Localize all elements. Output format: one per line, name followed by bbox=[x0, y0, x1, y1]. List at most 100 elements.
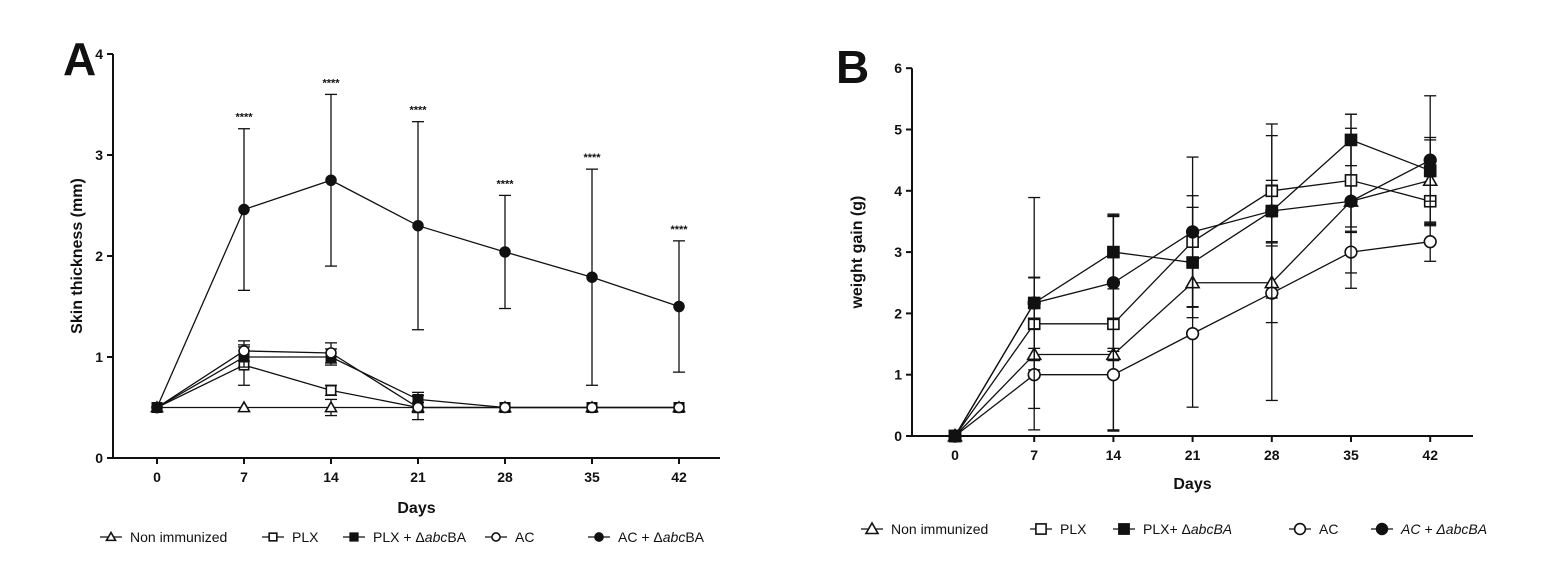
legend-text: Non immunized bbox=[130, 529, 227, 545]
chart-panel-B: B 0 1 2 3 4 5 6 0 7 14 21 28 35 42 Days weight gain (g) N… bbox=[836, 41, 1487, 537]
legend-item: PLX + ΔabcBA bbox=[343, 529, 467, 545]
x-tick-label: 35 bbox=[1343, 447, 1359, 463]
triangle-marker bbox=[864, 521, 880, 535]
legend-item: AC + ΔabcBA bbox=[588, 529, 705, 545]
panel-label: B bbox=[836, 41, 869, 93]
circle-marker bbox=[948, 429, 962, 443]
legend-text: PLX bbox=[1060, 521, 1087, 537]
y-tick-label: 6 bbox=[894, 60, 902, 76]
circle-marker bbox=[151, 401, 163, 414]
square-marker bbox=[1035, 523, 1047, 535]
circle-marker bbox=[499, 401, 511, 414]
x-tick-label: 7 bbox=[1030, 447, 1038, 463]
triangle-marker bbox=[324, 400, 338, 413]
x-tick-label: 7 bbox=[240, 469, 248, 485]
circle-marker bbox=[594, 532, 604, 542]
legend-item: PLX bbox=[262, 529, 319, 545]
y-tick-label: 1 bbox=[95, 349, 103, 365]
legend-item: Non immunized bbox=[100, 529, 227, 545]
square-marker bbox=[268, 532, 278, 542]
chart-panel-A: A 0 1 2 3 4 0 7 14 21 28 35 42 Days Skin thickness (mm… bbox=[63, 33, 720, 545]
legend-text: BA bbox=[685, 529, 704, 545]
legend-text: AC + Δ bbox=[618, 529, 663, 545]
panel-label: A bbox=[63, 33, 96, 85]
x-tick-label: 0 bbox=[951, 447, 959, 463]
x-tick-label: 28 bbox=[497, 469, 513, 485]
legend-item: AC + ΔabcBA bbox=[1371, 521, 1487, 537]
circle-marker bbox=[412, 401, 424, 414]
legend-text: AC bbox=[1319, 521, 1338, 537]
legend-label: AC + ΔabcBA bbox=[618, 529, 705, 545]
legend-label: PLX + ΔabcBA bbox=[373, 529, 467, 545]
x-tick-label: 14 bbox=[1106, 447, 1122, 463]
legend-text: PLX+ Δ bbox=[1143, 521, 1191, 537]
circle-marker bbox=[1106, 368, 1121, 382]
x-axis-label: Days bbox=[1173, 476, 1211, 493]
series-4 bbox=[151, 93, 685, 414]
y-tick-label: 4 bbox=[894, 183, 902, 199]
legend-label: PLX bbox=[292, 529, 319, 545]
y-tick-label: 2 bbox=[95, 248, 103, 264]
circle-marker bbox=[1027, 296, 1041, 310]
circle-marker bbox=[412, 219, 424, 232]
significance-label: **** bbox=[583, 152, 601, 164]
x-tick-label: 28 bbox=[1264, 447, 1280, 463]
x-tick-label: 42 bbox=[1422, 447, 1438, 463]
circle-marker bbox=[325, 174, 337, 187]
circle-marker bbox=[499, 246, 511, 258]
circle-marker bbox=[1265, 204, 1279, 218]
legend-text: PLX + Δ bbox=[373, 529, 425, 545]
x-tick-label: 14 bbox=[323, 469, 339, 485]
legend-label: AC bbox=[1319, 521, 1338, 537]
circle-marker bbox=[1185, 326, 1200, 341]
circle-marker bbox=[238, 203, 250, 216]
circle-marker bbox=[1185, 225, 1200, 239]
legend-text-italic: abcBA bbox=[1191, 521, 1232, 537]
circle-marker bbox=[491, 532, 501, 542]
circle-marker bbox=[586, 271, 598, 283]
significance-label: **** bbox=[322, 77, 340, 89]
y-tick-label: 4 bbox=[95, 46, 103, 62]
legend-text: AC bbox=[515, 529, 534, 545]
legend-label: PLX bbox=[1060, 521, 1087, 537]
y-tick-label: 0 bbox=[95, 450, 103, 466]
circle-marker bbox=[325, 347, 337, 359]
legend-label: Non immunized bbox=[891, 521, 988, 537]
x-tick-label: 0 bbox=[153, 469, 161, 485]
y-tick-label: 3 bbox=[894, 244, 902, 260]
legend-item: PLX bbox=[1030, 521, 1087, 537]
circle-marker bbox=[673, 401, 685, 414]
x-tick-label: 21 bbox=[1185, 447, 1201, 463]
legend-item: PLX+ ΔabcBA bbox=[1113, 521, 1232, 537]
square-marker bbox=[1118, 523, 1130, 535]
y-tick-label: 2 bbox=[894, 305, 902, 321]
x-tick-label: 35 bbox=[584, 469, 600, 485]
significance-label: **** bbox=[670, 224, 688, 236]
legend-label: AC + ΔabcBA bbox=[1400, 521, 1487, 537]
significance-label: **** bbox=[235, 112, 253, 124]
circle-marker bbox=[1375, 522, 1389, 536]
legend-text-italic: AC + ΔabcBA bbox=[1400, 521, 1487, 537]
triangle-marker bbox=[105, 530, 117, 542]
legend-label: AC bbox=[515, 529, 534, 545]
x-axis-label: Days bbox=[397, 500, 435, 517]
y-tick-label: 3 bbox=[95, 147, 103, 163]
y-axis-label: Skin thickness (mm) bbox=[69, 178, 86, 334]
square-marker bbox=[325, 384, 337, 396]
significance-label: **** bbox=[409, 105, 427, 117]
circle-marker bbox=[673, 300, 685, 313]
circle-marker bbox=[1293, 522, 1307, 536]
circle-marker bbox=[238, 345, 250, 357]
legend-text-italic: abc bbox=[425, 529, 448, 545]
legend-text: PLX bbox=[292, 529, 319, 545]
x-tick-label: 42 bbox=[671, 469, 687, 485]
series-4 bbox=[948, 95, 1437, 443]
legend-text: Non immunized bbox=[891, 521, 988, 537]
legend-text: BA bbox=[447, 529, 466, 545]
legend-item: AC bbox=[1289, 521, 1338, 537]
x-tick-label: 21 bbox=[410, 469, 426, 485]
square-marker bbox=[349, 532, 359, 542]
y-axis-label: weight gain (g) bbox=[849, 196, 866, 310]
legend-item: AC bbox=[485, 529, 534, 545]
y-tick-label: 0 bbox=[894, 428, 902, 444]
